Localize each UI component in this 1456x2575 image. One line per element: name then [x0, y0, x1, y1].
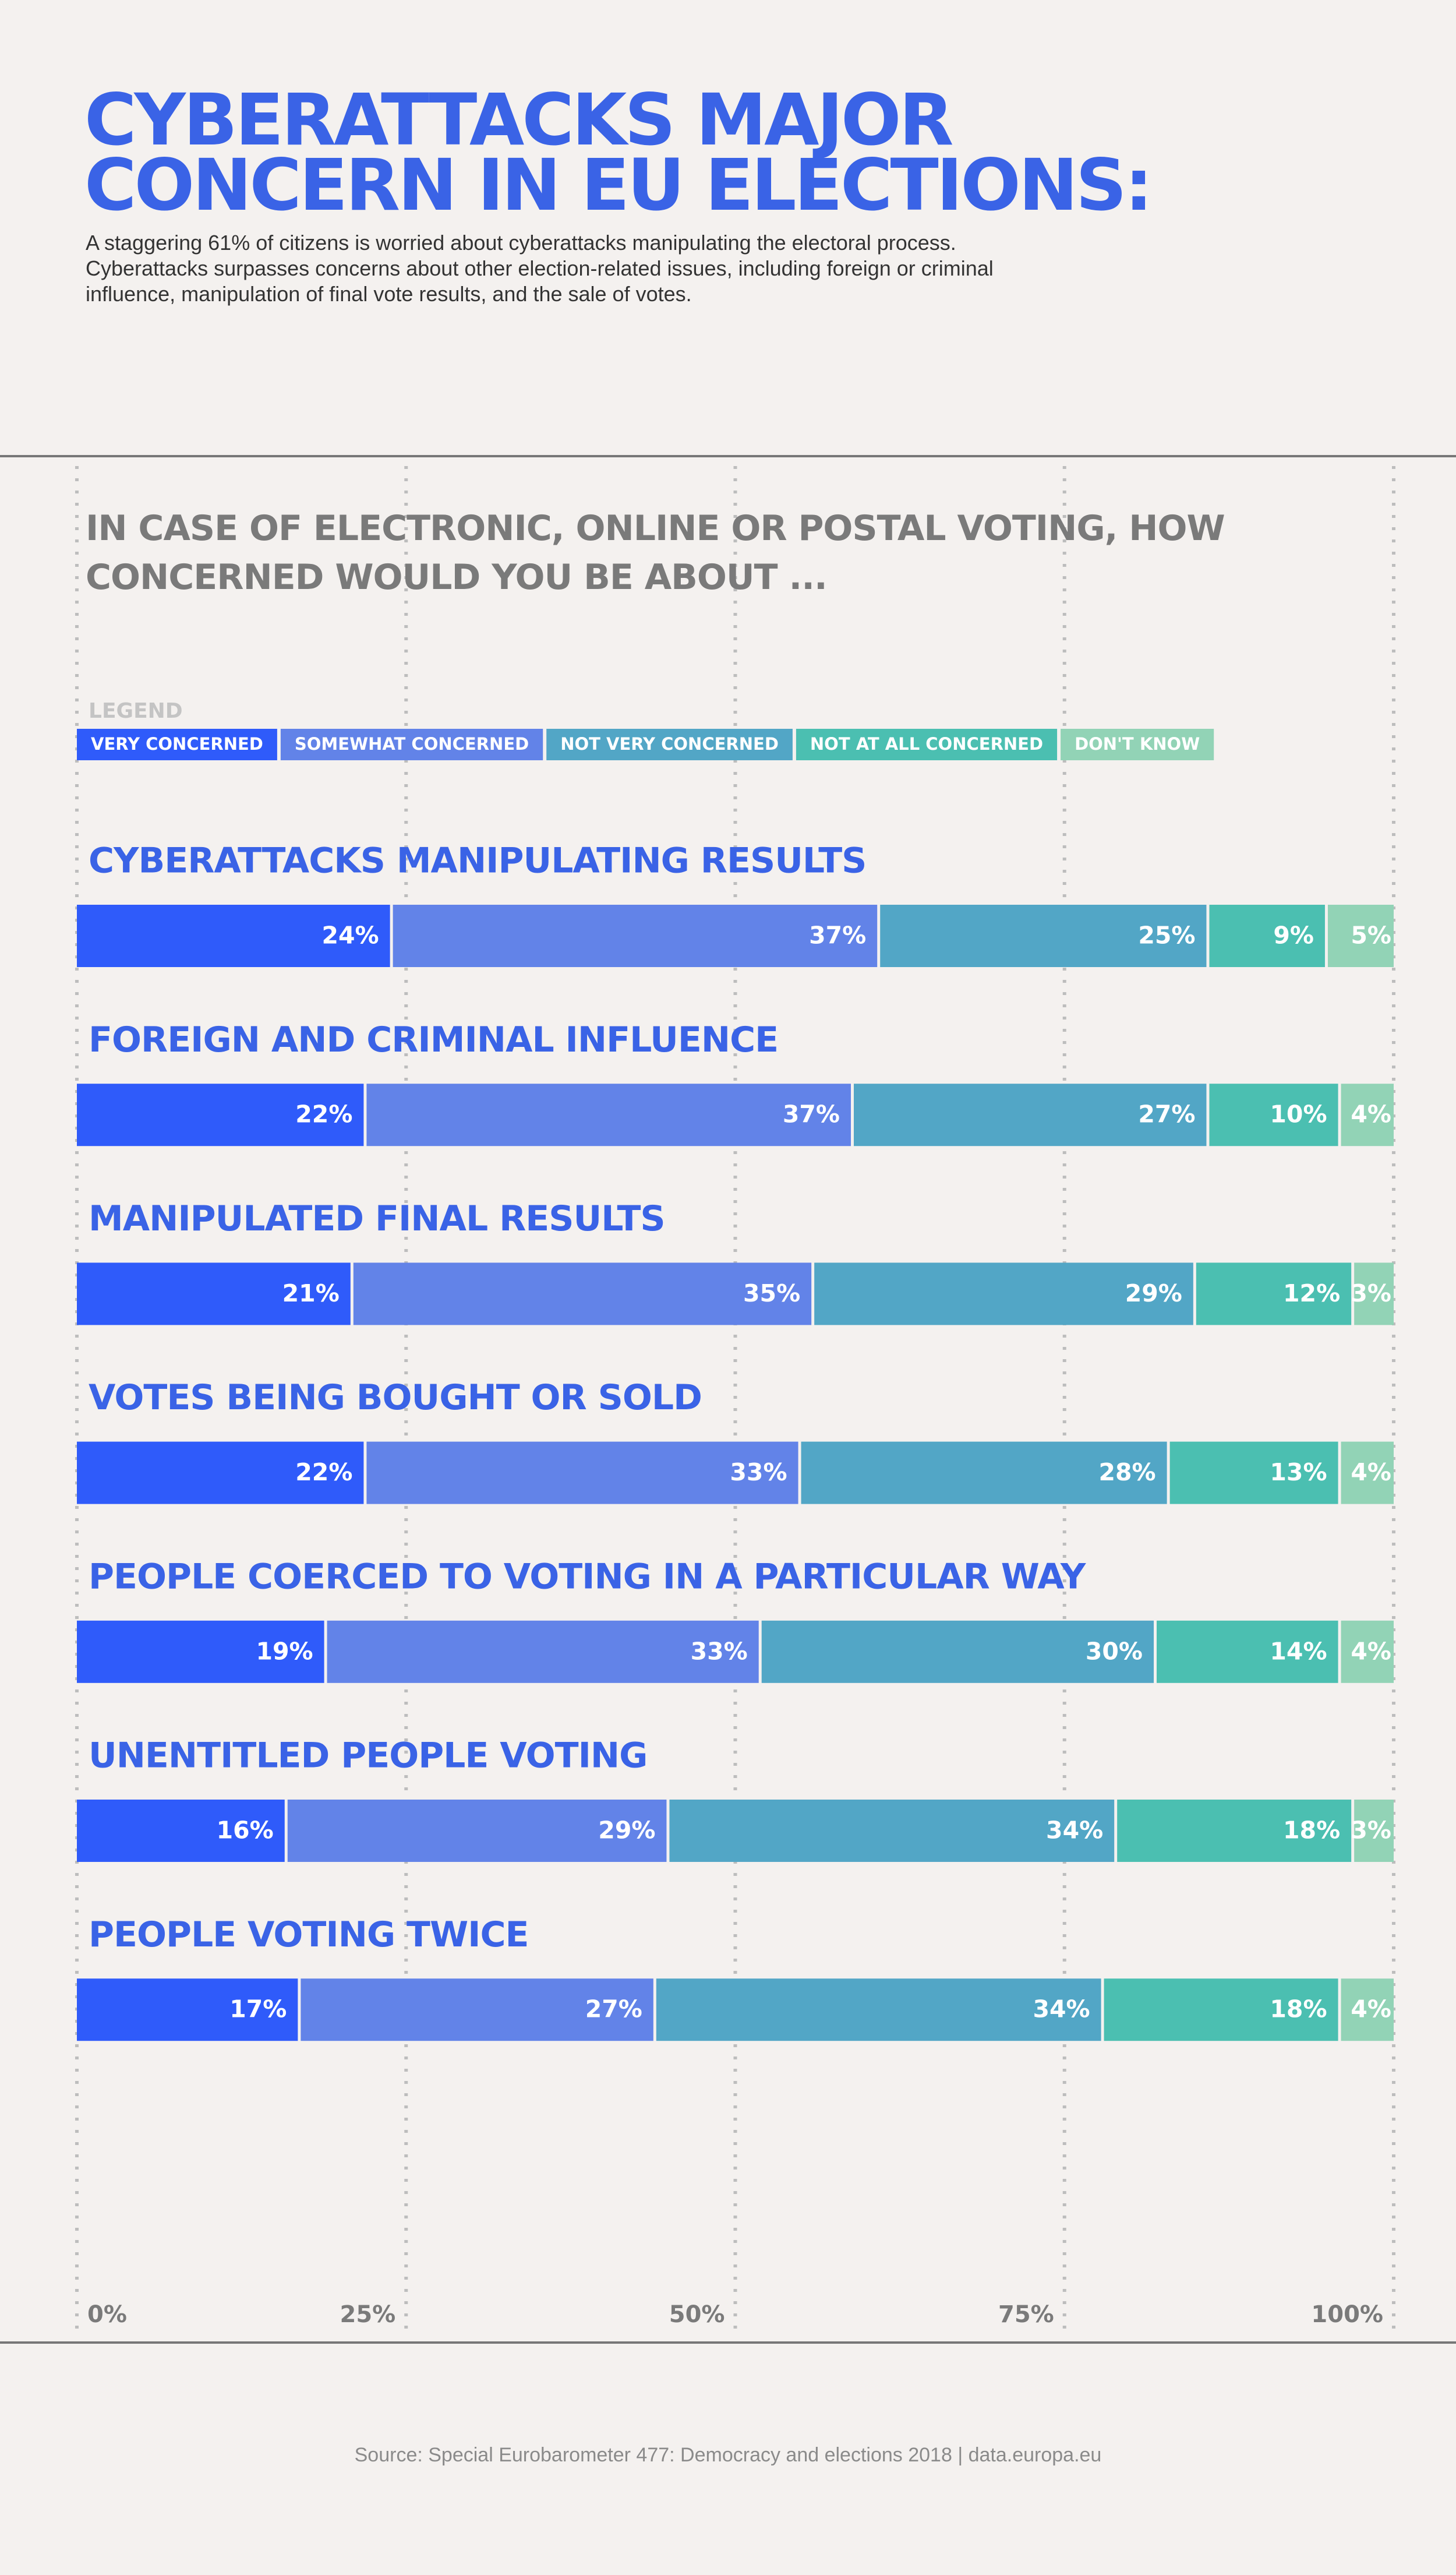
value-label: 37%	[809, 922, 866, 950]
category-label: VOTES BEING BOUGHT OR SOLD	[89, 1377, 702, 1418]
bar-segment	[366, 1084, 851, 1147]
value-label: 17%	[229, 1995, 287, 2023]
bar-segment	[1196, 1262, 1352, 1325]
bar-segment	[1354, 1262, 1394, 1325]
value-label: 34%	[1033, 1995, 1090, 2023]
bar-segment	[1341, 1978, 1394, 2041]
value-label: 22%	[295, 1458, 352, 1486]
category-label: CYBERATTACKS MANIPULATING RESULTS	[89, 841, 866, 881]
legend-label: NOT VERY CONCERNED	[560, 734, 779, 754]
legend-swatch	[77, 729, 277, 760]
legend-label: SOMEWHAT CONCERNED	[295, 734, 529, 754]
bar-segment	[880, 905, 1207, 967]
value-label: 22%	[295, 1100, 352, 1128]
x-tick-label: 50%	[669, 2301, 725, 2328]
value-label: 24%	[321, 922, 379, 950]
value-label: 35%	[743, 1279, 800, 1307]
x-tick-label: 0%	[87, 2301, 127, 2328]
value-label: 3%	[1351, 1279, 1391, 1307]
bar-segment	[669, 1800, 1115, 1862]
bar-segment	[366, 1441, 798, 1504]
bar-segment	[814, 1262, 1193, 1325]
question: IN CASE OF ELECTRONIC, ONLINE OR POSTAL …	[86, 508, 1225, 598]
bar-segment	[1169, 1441, 1338, 1504]
bar-segment	[853, 1084, 1207, 1147]
value-label: 18%	[1270, 1995, 1327, 2023]
legend-swatch	[546, 729, 793, 760]
bar-segment	[1104, 1978, 1338, 2041]
legend-label: NOT AT ALL CONCERNED	[810, 734, 1043, 754]
bar-segment	[1117, 1800, 1352, 1862]
legend-label: DON'T KNOW	[1075, 734, 1200, 754]
value-label: 28%	[1098, 1458, 1155, 1486]
bar-segment	[1341, 1620, 1394, 1683]
title: CYBERATTACKS MAJOR CONCERN IN EU ELECTIO…	[84, 79, 1153, 227]
value-label: 14%	[1270, 1637, 1327, 1665]
category-label: UNENTITLED PEOPLE VOTING	[89, 1736, 647, 1776]
bar-segment	[1327, 905, 1394, 967]
bar-segment	[1341, 1084, 1394, 1147]
category-label: PEOPLE VOTING TWICE	[89, 1914, 529, 1955]
value-label: 34%	[1046, 1816, 1103, 1844]
legend-title: LEGEND	[89, 699, 183, 723]
bar-segment	[1354, 1800, 1394, 1862]
value-label: 30%	[1086, 1637, 1143, 1665]
bar-segment	[77, 1084, 364, 1147]
value-label: 18%	[1283, 1816, 1340, 1844]
value-label: 5%	[1351, 922, 1391, 950]
bar-segment	[77, 1620, 324, 1683]
value-label: 4%	[1351, 1100, 1391, 1128]
bar-segment	[77, 1441, 364, 1504]
value-label: 10%	[1270, 1100, 1327, 1128]
bar-segment	[77, 1800, 285, 1862]
bar-segment	[1341, 1441, 1394, 1504]
bar-segment	[353, 1262, 812, 1325]
bar-segment	[801, 1441, 1167, 1504]
value-label: 33%	[730, 1458, 787, 1486]
bar-segment	[327, 1620, 759, 1683]
bar-segment	[77, 1262, 351, 1325]
value-label: 4%	[1351, 1995, 1391, 2023]
value-label: 4%	[1351, 1458, 1391, 1486]
value-label: 37%	[783, 1100, 840, 1128]
bar-segment	[656, 1978, 1101, 2041]
bar-segment	[77, 1978, 298, 2041]
value-label: 25%	[1138, 922, 1195, 950]
legend-swatch	[796, 729, 1058, 760]
bar-segment	[77, 905, 390, 967]
bar-segment	[1157, 1620, 1338, 1683]
legend-label: VERY CONCERNED	[91, 734, 263, 754]
x-tick-label: 25%	[340, 2301, 396, 2328]
bar-segment	[1209, 905, 1325, 967]
subtitle: A staggering 61% of citizens is worried …	[86, 231, 994, 306]
bar-segment	[761, 1620, 1154, 1683]
value-label: 3%	[1351, 1816, 1391, 1844]
value-label: 21%	[282, 1279, 340, 1307]
value-label: 33%	[691, 1637, 748, 1665]
category-label: PEOPLE COERCED TO VOTING IN A PARTICULAR…	[89, 1556, 1087, 1597]
value-label: 12%	[1283, 1279, 1340, 1307]
value-label: 29%	[598, 1816, 655, 1844]
x-tick-label: 75%	[998, 2301, 1054, 2328]
category-label: FOREIGN AND CRIMINAL INFLUENCE	[89, 1020, 778, 1060]
bar-segment	[393, 905, 878, 967]
value-label: 13%	[1270, 1458, 1327, 1486]
category-label: MANIPULATED FINAL RESULTS	[89, 1198, 665, 1239]
legend-swatch	[280, 729, 543, 760]
legend-swatch	[1061, 729, 1214, 760]
bar-segment	[287, 1800, 667, 1862]
value-label: 19%	[256, 1637, 313, 1665]
value-label: 27%	[585, 1995, 642, 2023]
source: Source: Special Eurobarometer 477: Democ…	[355, 2444, 1102, 2466]
value-label: 27%	[1138, 1100, 1195, 1128]
value-label: 16%	[217, 1816, 274, 1844]
value-label: 9%	[1273, 922, 1314, 950]
x-tick-label: 100%	[1311, 2301, 1383, 2328]
value-label: 4%	[1351, 1637, 1391, 1665]
bar-segment	[301, 1978, 653, 2041]
value-label: 29%	[1125, 1279, 1182, 1307]
bar-segment	[1209, 1084, 1338, 1147]
